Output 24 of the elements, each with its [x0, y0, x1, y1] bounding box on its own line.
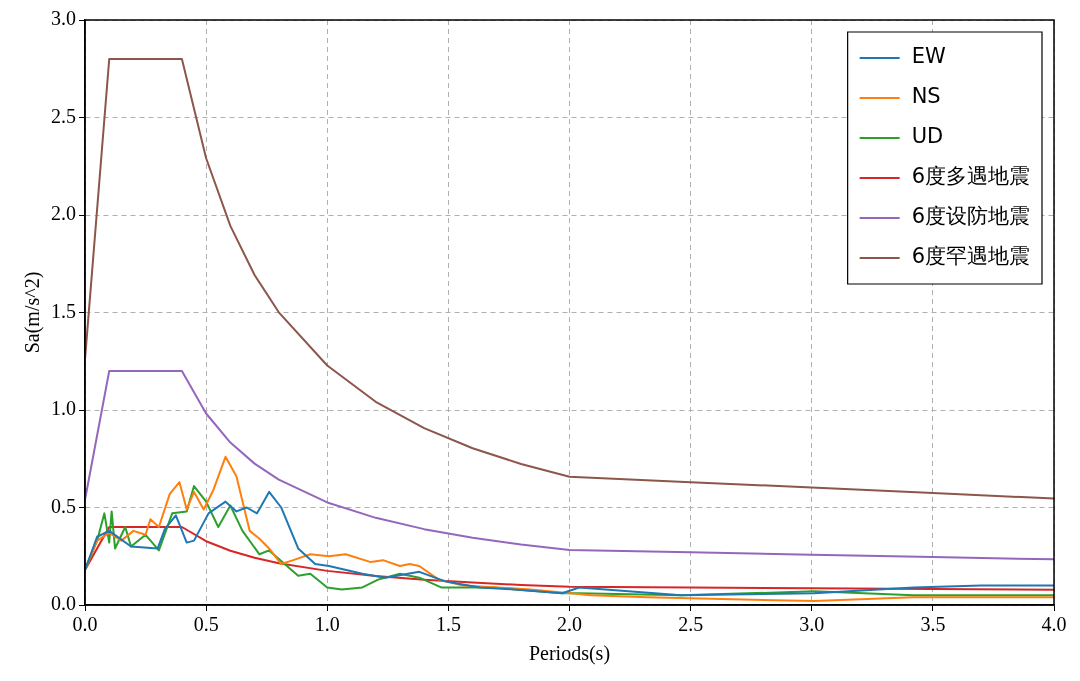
- x-tick-label: 0.0: [72, 613, 98, 636]
- legend-label: NS: [911, 84, 941, 109]
- x-tick-label: 1.0: [314, 613, 340, 636]
- y-tick-label: 1.5: [51, 299, 76, 322]
- legend-label: 6度罕遇地震: [911, 244, 1031, 269]
- x-tick-label: 2.5: [678, 613, 704, 636]
- y-tick-label: 2.5: [51, 104, 76, 127]
- y-tick-label: 2.0: [51, 202, 76, 225]
- x-axis-title: Periods(s): [528, 642, 611, 666]
- y-tick-label: 0.0: [51, 592, 76, 615]
- y-tick-label: 3.0: [51, 7, 76, 30]
- x-tick-label: 3.0: [799, 613, 825, 636]
- x-tick-label: 3.5: [920, 613, 946, 636]
- legend-label: UD: [911, 124, 944, 149]
- x-tick-label: 1.5: [435, 613, 461, 636]
- x-tick-label: 2.0: [557, 613, 582, 636]
- legend-label: 6度多遇地震: [911, 164, 1031, 189]
- y-tick-label: 1.0: [51, 397, 76, 420]
- y-tick-label: 0.5: [51, 494, 76, 517]
- x-tick-label: 0.5: [193, 613, 219, 636]
- legend-label: EW: [911, 44, 946, 69]
- legend-label: 6度设防地震: [911, 204, 1031, 229]
- x-tick-label: 4.0: [1041, 613, 1067, 636]
- y-axis-title: Sa(m/s^2): [21, 271, 45, 354]
